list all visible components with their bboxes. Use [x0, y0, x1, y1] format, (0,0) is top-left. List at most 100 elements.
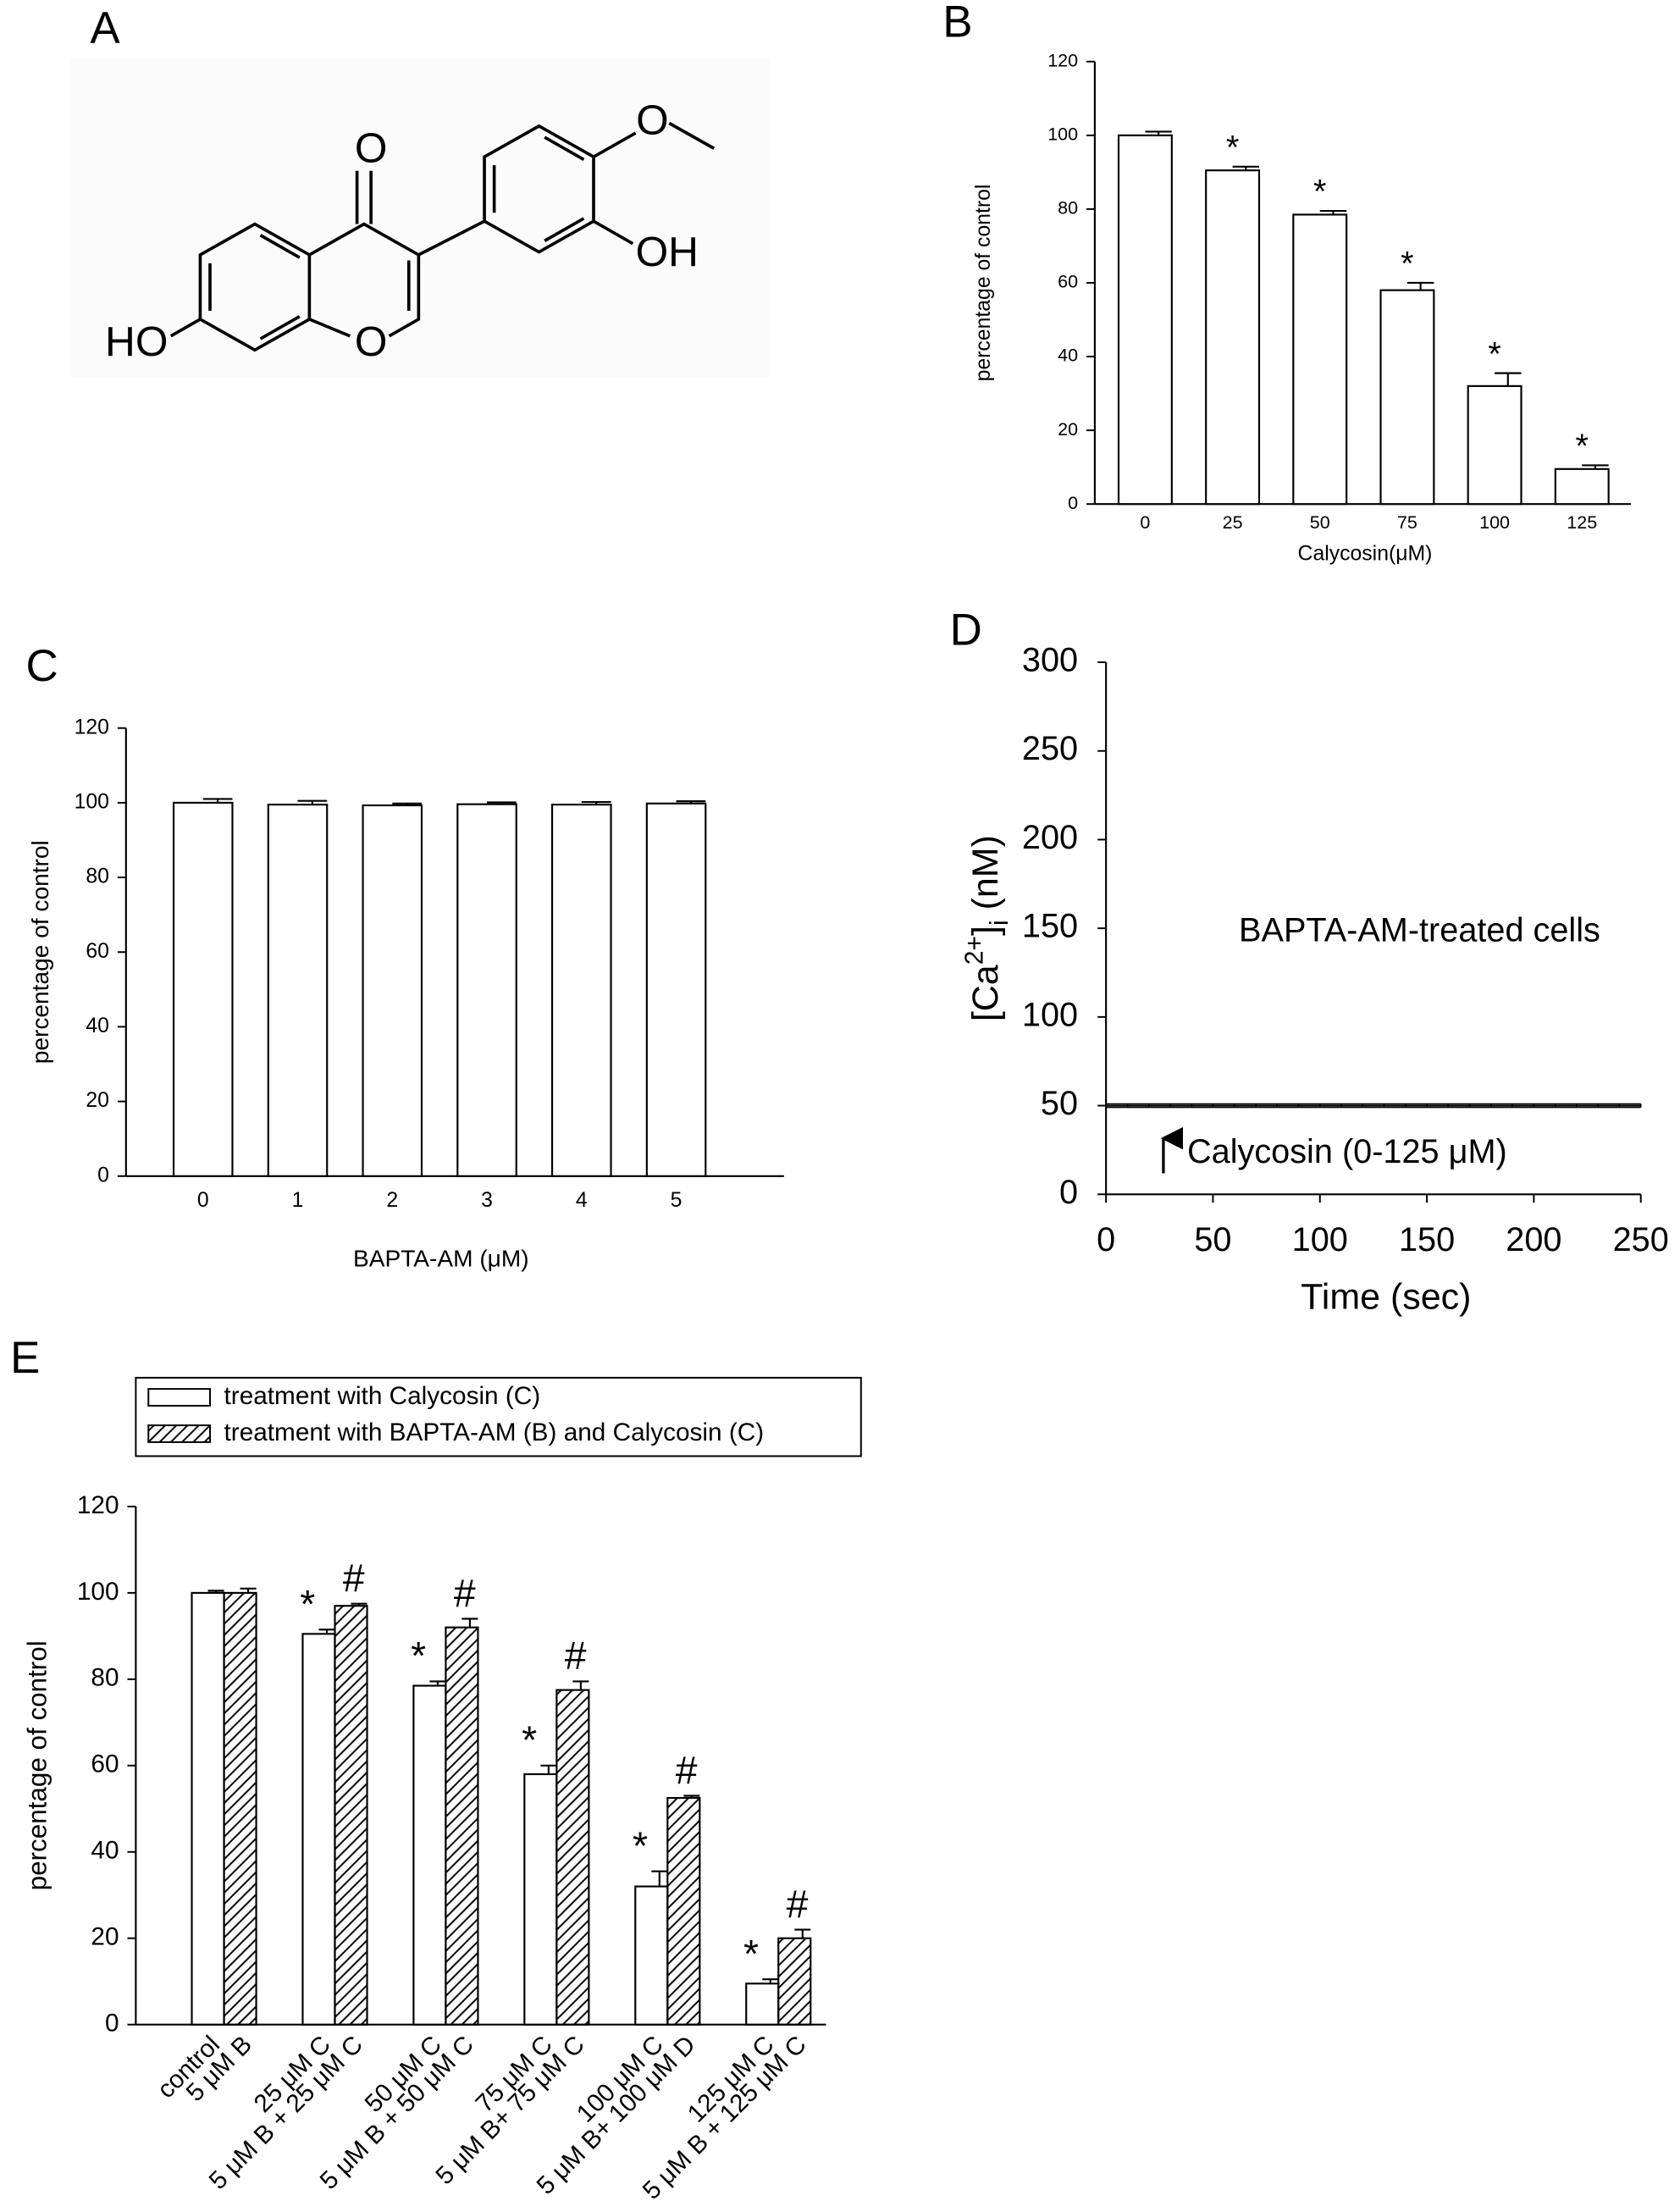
- y-tick-label: 80: [1058, 198, 1078, 218]
- bar: [1467, 384, 1522, 506]
- y-tick-label: 100: [1022, 996, 1078, 1033]
- x-tick-label: 50: [1194, 1221, 1231, 1258]
- legend-box: [135, 1376, 862, 1457]
- error-bar: [392, 802, 422, 805]
- error-bar: [351, 1602, 368, 1607]
- error-bar: [572, 1680, 589, 1690]
- y-tick-label: 40: [86, 1015, 109, 1037]
- significance-marker: #: [565, 1634, 587, 1678]
- x-tick-label: 0: [1140, 512, 1150, 533]
- y-tick-label: 60: [91, 1750, 119, 1778]
- x-axis-label: Calycosin(μM): [1298, 542, 1433, 565]
- y-tick-label: 250: [1022, 730, 1078, 767]
- bar: [223, 1591, 257, 2026]
- bar: [334, 1605, 368, 2026]
- significance-marker: *: [1576, 428, 1589, 465]
- y-axis-label-part: i: [986, 920, 1014, 926]
- bar: [523, 1772, 558, 2026]
- y-tick-label: 0: [1068, 493, 1078, 513]
- y-tick-label: 200: [1022, 819, 1078, 856]
- error-bar: [794, 1928, 811, 1938]
- bar: [645, 802, 707, 1177]
- y-tick-label: 100: [1047, 124, 1078, 144]
- x-tick-label: 125: [1567, 512, 1597, 533]
- x-tick-label: 3: [481, 1189, 493, 1212]
- y-axis-label: [Ca2+]i (nM): [960, 835, 1014, 1021]
- bar: [777, 1937, 812, 2026]
- bar: [172, 801, 234, 1177]
- x-tick-label: 200: [1506, 1221, 1561, 1258]
- significance-marker: #: [343, 1556, 365, 1600]
- error-bar: [1582, 464, 1609, 469]
- bar: [745, 1983, 780, 2026]
- legend-swatch: [147, 1424, 212, 1443]
- y-tick-label: 40: [91, 1837, 119, 1865]
- error-bar: [207, 1590, 224, 1593]
- carbonyl: [355, 170, 373, 224]
- legend-label: treatment with BAPTA-AM (B) and Calycosi…: [224, 1418, 765, 1446]
- atom-label: O: [355, 124, 388, 172]
- significance-marker: *: [1488, 335, 1500, 373]
- panel-label: C: [26, 641, 58, 691]
- y-axis-label: percentage of control: [23, 1640, 52, 1890]
- x-tick-label: 50: [1310, 512, 1330, 533]
- x-tick-label: 100: [1479, 512, 1510, 533]
- y-tick-label: 100: [77, 1578, 119, 1606]
- y-tick-label: 80: [91, 1664, 119, 1692]
- methoxy: [593, 121, 716, 158]
- x-tick-label: 2: [386, 1189, 398, 1212]
- error-bar: [1319, 209, 1347, 215]
- hydroxy: [169, 219, 634, 338]
- y-tick-label: 0: [1059, 1174, 1078, 1211]
- significance-marker: #: [787, 1882, 809, 1926]
- error-bar: [202, 798, 233, 803]
- y-tick-label: 60: [1058, 272, 1078, 292]
- bar: [1554, 467, 1610, 506]
- error-bar: [1232, 165, 1260, 171]
- bar: [1379, 289, 1435, 506]
- bar: [191, 1591, 225, 2026]
- significance-marker: *: [300, 1582, 315, 1626]
- panel-label: D: [950, 605, 982, 655]
- error-bar: [762, 1978, 779, 1984]
- significance-marker: *: [411, 1634, 426, 1678]
- y-tick-label: 150: [1022, 908, 1078, 945]
- error-bar: [487, 801, 517, 805]
- bar: [412, 1684, 447, 2026]
- annotation: Calycosin (0-125 μM): [1187, 1133, 1507, 1170]
- bar: [666, 1796, 701, 2026]
- panel-label: A: [90, 3, 120, 53]
- y-axis-label-part: (nM): [966, 835, 1007, 920]
- significance-marker: #: [676, 1748, 698, 1792]
- legend-label: treatment with Calycosin (C): [224, 1382, 541, 1410]
- y-tick-label: 50: [1041, 1085, 1078, 1122]
- significance-marker: *: [633, 1823, 648, 1867]
- y-tick-label: 0: [105, 2010, 119, 2038]
- atom-label: OH: [636, 228, 699, 275]
- x-tick-label: 1: [292, 1189, 304, 1212]
- error-bar: [318, 1629, 335, 1634]
- double-bonds-left: [208, 234, 301, 340]
- bar: [456, 803, 517, 1177]
- y-tick-label: 40: [1058, 346, 1078, 366]
- significance-marker: *: [743, 1932, 759, 1976]
- error-bar: [676, 800, 706, 804]
- error-bar: [1406, 281, 1434, 290]
- y-tick-label: 0: [97, 1164, 109, 1186]
- significance-marker: *: [1313, 174, 1326, 211]
- error-bar: [429, 1680, 446, 1686]
- bar: [555, 1689, 590, 2026]
- x-axis-label: Time (sec): [1301, 1277, 1471, 1318]
- y-tick-label: 120: [1047, 50, 1078, 70]
- x-tick-label: 0: [1097, 1221, 1115, 1258]
- error-bar: [461, 1618, 478, 1628]
- significance-marker: *: [1226, 129, 1239, 166]
- bar: [1117, 134, 1173, 506]
- bar: [301, 1633, 336, 2026]
- x-tick-label: 5: [671, 1189, 682, 1212]
- link: [417, 219, 485, 257]
- x-tick-label: 250: [1613, 1221, 1669, 1258]
- error-bar: [581, 800, 611, 805]
- y-tick-label: 120: [77, 1491, 119, 1519]
